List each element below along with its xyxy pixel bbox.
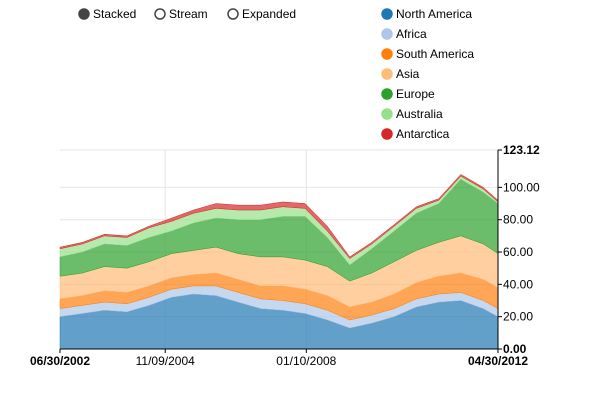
- x-tick-label: 04/30/2012: [468, 354, 528, 368]
- chart-areas: [59, 174, 499, 350]
- legend-item-antarctica[interactable]: Antarctica: [381, 127, 450, 141]
- y-tick-label: 80.00: [503, 213, 533, 227]
- x-tick-label: 01/10/2008: [276, 354, 336, 368]
- mode-option-expanded[interactable]: Expanded: [227, 7, 296, 21]
- radio-stacked[interactable]: [78, 8, 90, 20]
- x-tick-label: 11/09/2004: [136, 354, 195, 368]
- legend-label-australia: Australia: [396, 107, 443, 121]
- legend-item-europe[interactable]: Europe: [381, 87, 435, 101]
- legend-label-europe: Europe: [396, 87, 435, 101]
- mode-option-stream[interactable]: Stream: [154, 7, 208, 21]
- mode-label-stream: Stream: [169, 7, 208, 21]
- mode-label-stacked: Stacked: [93, 7, 136, 21]
- y-tick-label: 0.00: [503, 342, 527, 356]
- x-tick-label: 06/30/2002: [30, 354, 90, 368]
- legend-swatch-africa[interactable]: [381, 28, 393, 40]
- legend-swatch-north-america[interactable]: [381, 8, 393, 20]
- chart-axes: 0.00 20.00 40.00 60.00 80.00 100.00 123.12 06/3…: [30, 143, 540, 368]
- y-tick-label: 60.00: [503, 245, 533, 259]
- chart-mode-controls: Stacked Stream Expanded: [78, 7, 296, 21]
- legend-item-south-america[interactable]: South America: [381, 47, 474, 61]
- legend-label-asia: Asia: [396, 67, 420, 81]
- legend-item-asia[interactable]: Asia: [381, 67, 420, 81]
- legend-label-africa: Africa: [396, 27, 427, 41]
- legend-item-africa[interactable]: Africa: [381, 27, 427, 41]
- legend-item-australia[interactable]: Australia: [381, 107, 443, 121]
- legend-swatch-south-america[interactable]: [381, 48, 393, 60]
- y-tick-label: 20.00: [503, 310, 533, 324]
- legend-label-north-america: North America: [396, 7, 472, 21]
- legend-swatch-europe[interactable]: [381, 88, 393, 100]
- radio-expanded[interactable]: [227, 8, 239, 20]
- legend-swatch-australia[interactable]: [381, 108, 393, 120]
- mode-option-stacked[interactable]: Stacked: [78, 7, 136, 21]
- y-tick-label: 123.12: [503, 143, 540, 157]
- chart-legend: North America Africa South America Asia Euro…: [381, 7, 474, 141]
- legend-label-south-america: South America: [396, 47, 474, 61]
- radio-stream[interactable]: [154, 8, 166, 20]
- legend-item-north-america[interactable]: North America: [381, 7, 472, 21]
- y-tick-label: 40.00: [503, 277, 533, 291]
- legend-swatch-asia[interactable]: [381, 68, 393, 80]
- legend-swatch-antarctica[interactable]: [381, 128, 393, 140]
- y-tick-label: 100.00: [503, 180, 540, 194]
- mode-label-expanded: Expanded: [242, 7, 296, 21]
- legend-label-antarctica: Antarctica: [396, 127, 450, 141]
